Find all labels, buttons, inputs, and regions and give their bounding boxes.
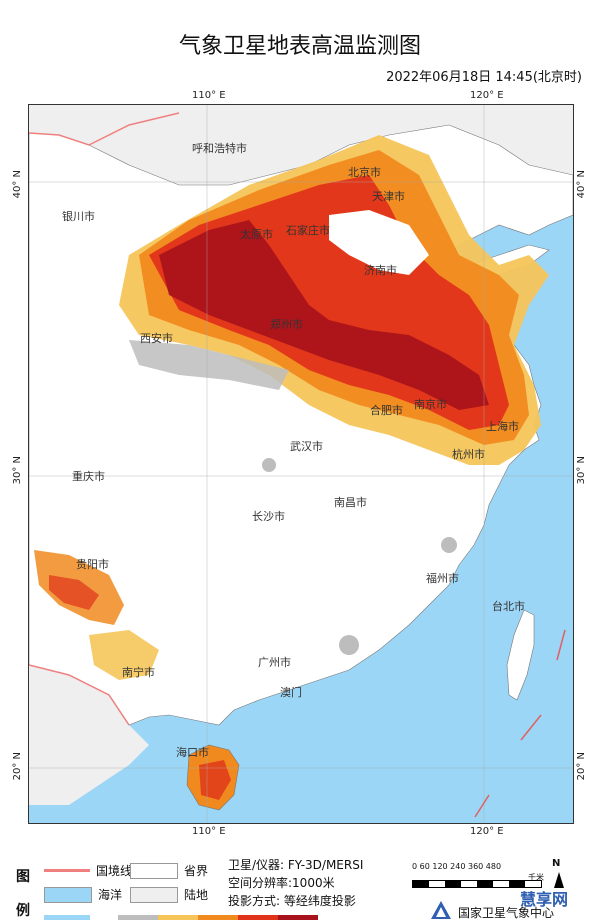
legend-head-1: 图 (16, 869, 30, 885)
city-label-shijiazhuang: 石家庄市 (286, 224, 330, 237)
legend-label-land: 陆地 (184, 888, 209, 902)
heat-southwest-high (49, 575, 99, 610)
city-label-guangzhou: 广州市 (258, 656, 291, 669)
legend-head-2: 例 (16, 903, 30, 919)
lat-30-label: 30° N (12, 456, 23, 485)
city-label-beijing: 北京市 (348, 166, 381, 179)
scale-unit: 千米 (528, 873, 544, 882)
legend-label-border: 国境线 (96, 864, 133, 878)
legend-label-ocean: 海洋 (98, 888, 123, 902)
city-label-nanjing: 南京市 (414, 398, 447, 411)
taiwan-island (506, 609, 535, 701)
city-label-nanning: 南宁市 (122, 666, 155, 679)
city-label-haikou: 海口市 (176, 746, 209, 759)
cloud-dot (441, 537, 457, 553)
projection-info: 投影方式: 等经纬度投影 (228, 894, 356, 908)
satellite-info: 卫星/仪器: FY-3D/MERSI (228, 858, 364, 872)
legend-item-land: 陆地 (130, 886, 208, 903)
lon-110-label-bottom: 110° E (192, 826, 226, 837)
scale-ticks: 0 60 120 240 360 480 (412, 862, 502, 871)
city-label-zhengzhou: 郑州市 (270, 318, 303, 331)
legend-strip-high (238, 915, 278, 920)
heat-max-band (159, 220, 489, 410)
ocean-swatch (44, 886, 92, 903)
city-label-changsha: 长沙市 (252, 510, 285, 523)
organization-name: 国家卫星气象中心 (458, 906, 555, 920)
cloud-patch-grey (129, 340, 289, 390)
city-label-wuhan: 武汉市 (290, 440, 323, 453)
city-label-aomen: 澳门 (280, 686, 302, 699)
lon-110-label: 110° E (192, 90, 226, 101)
legend-label-province: 省界 (184, 864, 209, 878)
national-border-line (29, 112, 180, 726)
city-label-guiyang: 贵阳市 (76, 558, 109, 571)
neighbor-land (29, 105, 573, 185)
lat-20-label-right: 20° N (576, 752, 587, 781)
maritime-dash (474, 794, 490, 818)
border-swatch (44, 869, 90, 872)
lat-40-label: 40° N (12, 170, 23, 199)
city-label-hefei: 合肥市 (370, 404, 403, 417)
cloud-dot (339, 635, 359, 655)
city-label-fuzhou: 福州市 (426, 572, 459, 585)
observation-datetime: 2022年06月18日 14:45(北京时) (386, 70, 582, 85)
maritime-dash (520, 714, 542, 741)
city-label-jinan: 济南市 (364, 264, 397, 277)
maritime-dash (556, 629, 566, 661)
cma-logo-icon (431, 901, 451, 919)
heat-nanning (89, 630, 159, 680)
cloud-patch-north (329, 210, 429, 275)
city-label-yinchuan: 银川市 (62, 210, 95, 223)
site-watermark: 慧享网 (520, 890, 569, 909)
legend-item-province: 省界 (130, 862, 208, 879)
lat-40-label-right: 40° N (576, 170, 587, 199)
neighbor-land-sw (29, 665, 149, 805)
city-label-taibei: 台北市 (492, 600, 525, 613)
city-label-taiyuan: 太原市 (240, 228, 273, 241)
city-label-nanchang: 南昌市 (334, 496, 367, 509)
lon-120-label: 120° E (470, 90, 504, 101)
map-svg (29, 105, 573, 823)
legend-strip-grey (118, 915, 158, 920)
legend-item-border: 国境线 (44, 862, 132, 879)
cloud-dot (262, 458, 276, 472)
city-label-chongqing: 重庆市 (72, 470, 105, 483)
lon-120-label-bottom: 120° E (470, 826, 504, 837)
legend-item-ocean: 海洋 (44, 886, 122, 903)
city-label-huhehaote: 呼和浩特市 (192, 142, 247, 155)
north-label: N (552, 858, 561, 869)
resolution-info: 空间分辨率:1000米 (228, 876, 335, 890)
legend-strip-low (158, 915, 198, 920)
map-title: 气象卫星地表高温监测图 (178, 34, 421, 59)
land-swatch (130, 886, 178, 903)
province-swatch (130, 862, 178, 879)
north-arrow-icon (554, 872, 564, 888)
scale-bar (412, 880, 542, 888)
legend-strip-ocean (44, 915, 90, 920)
city-label-shanghai: 上海市 (486, 420, 519, 433)
city-label-hangzhou: 杭州市 (452, 448, 485, 461)
lat-20-label: 20° N (12, 752, 23, 781)
legend-strip-max (278, 915, 318, 920)
city-label-xian: 西安市 (140, 332, 173, 345)
heat-map (28, 104, 574, 824)
legend-strip-mid (198, 915, 238, 920)
city-label-tianjin: 天津市 (372, 190, 405, 203)
lat-30-label-right: 30° N (576, 456, 587, 485)
